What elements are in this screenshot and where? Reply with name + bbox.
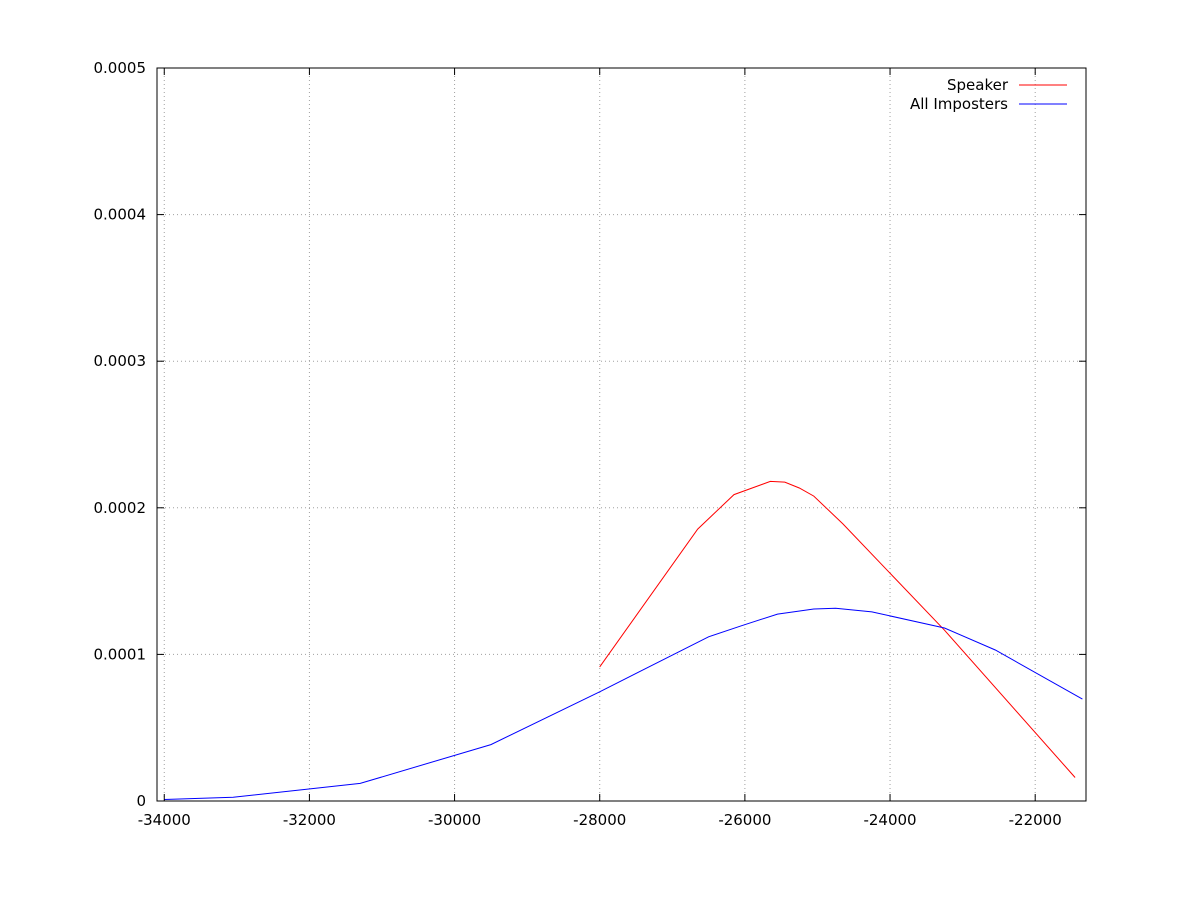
y-tick-label: 0.0002 <box>94 499 147 517</box>
x-tick-label: -34000 <box>138 811 191 829</box>
x-tick-label: -24000 <box>863 811 916 829</box>
y-tick-label: 0.0005 <box>94 59 147 77</box>
x-tick-label: -30000 <box>428 811 481 829</box>
y-tick-label: 0.0003 <box>94 352 147 370</box>
y-tick-label: 0 <box>136 792 146 810</box>
legend-label: Speaker <box>947 76 1009 94</box>
grid <box>157 67 1086 802</box>
series-line-speaker <box>599 480 1076 778</box>
y-tick-label: 0.0001 <box>94 645 147 663</box>
x-tick-label: -32000 <box>283 811 336 829</box>
x-tick-label: -28000 <box>573 811 626 829</box>
ticks: -34000 -32000 -30000 -28000 -26000 -24000 -220… <box>94 59 1086 829</box>
series-line-all-imposters <box>164 607 1083 800</box>
plot-frame <box>156 67 1087 802</box>
x-tick-label: -26000 <box>718 811 771 829</box>
legend-label: All Imposters <box>910 95 1008 113</box>
series-layer <box>164 480 1083 800</box>
y-tick-label: 0.0004 <box>94 206 147 224</box>
x-tick-label: -22000 <box>1009 811 1062 829</box>
